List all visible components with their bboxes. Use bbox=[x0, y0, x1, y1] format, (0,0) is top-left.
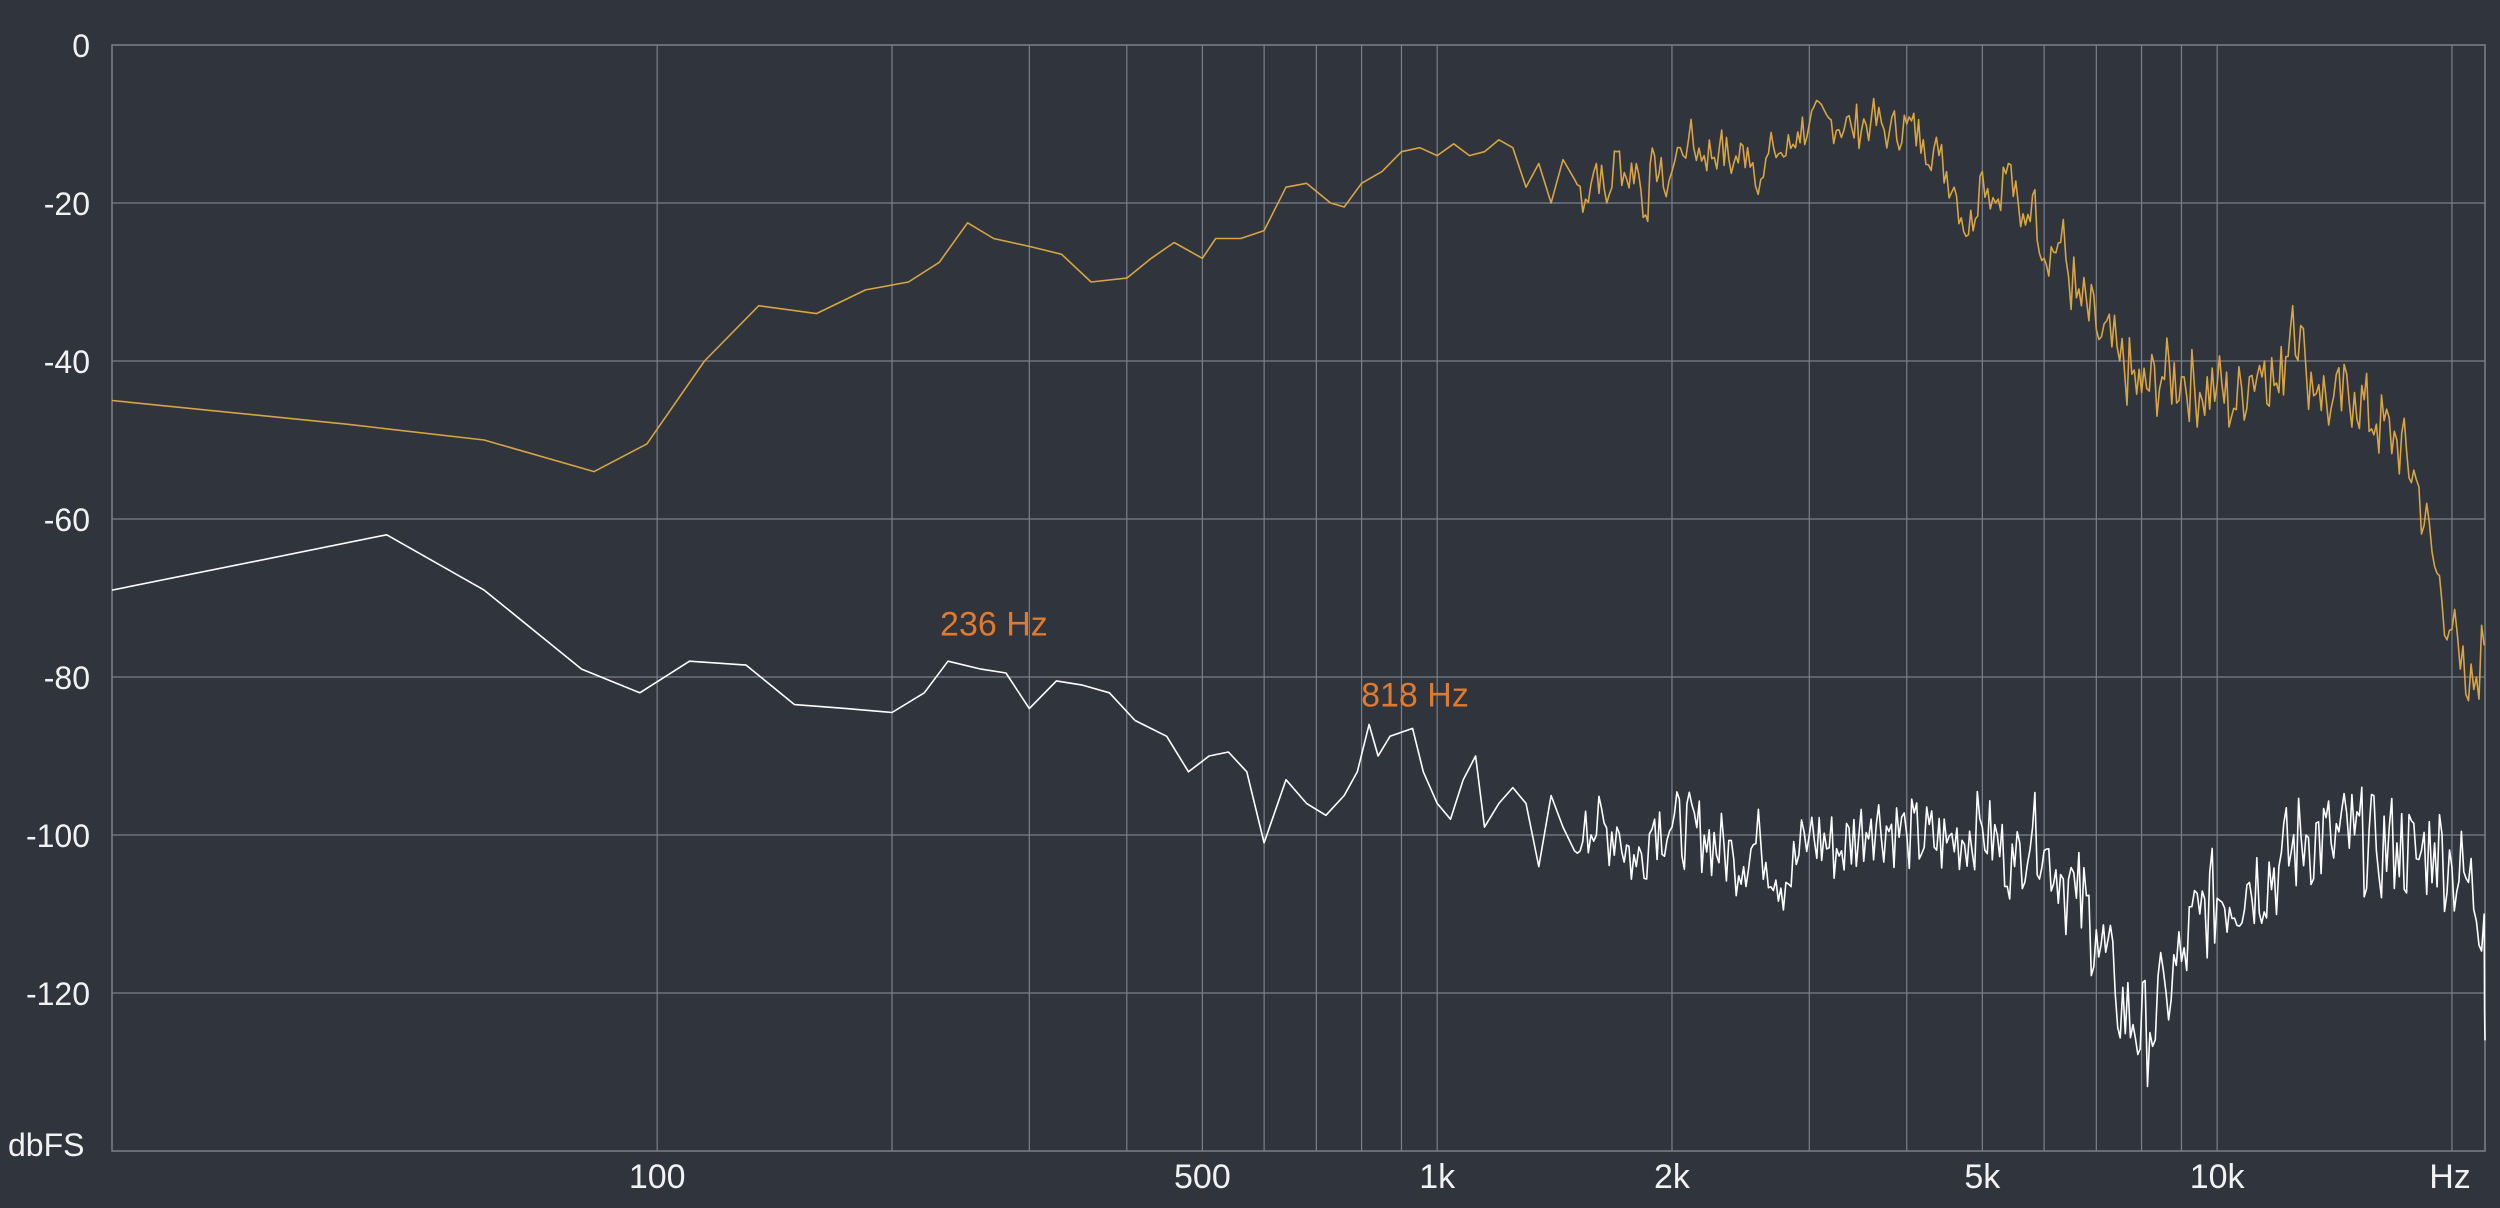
y-tick-label: -80 bbox=[44, 660, 90, 696]
x-tick-label: 100 bbox=[629, 1158, 686, 1196]
y-tick-label: 0 bbox=[72, 28, 90, 64]
peak-frequency-label: 818 Hz bbox=[1361, 676, 1469, 714]
series-line-white bbox=[111, 534, 2486, 1088]
x-tick-label: 500 bbox=[1174, 1158, 1231, 1196]
plot-area-border bbox=[111, 44, 2486, 1152]
series bbox=[111, 97, 2486, 1088]
y-tick-label: -120 bbox=[26, 976, 90, 1012]
y-tick-label: -60 bbox=[44, 502, 90, 538]
series-line-orange bbox=[111, 97, 2485, 702]
x-tick-label: 10k bbox=[2190, 1158, 2246, 1196]
y-axis-ticks: 0 -20 -40 -60 -80 -100 -120 bbox=[26, 28, 90, 1012]
y-tick-label: -100 bbox=[26, 818, 90, 854]
x-tick-label: 1k bbox=[1419, 1158, 1456, 1196]
x-axis-ticks: 100 500 1k 2k 5k 10k bbox=[629, 1158, 2246, 1196]
peak-frequency-label: 236 Hz bbox=[940, 605, 1048, 643]
annotations: 236 Hz 818 Hz bbox=[940, 605, 1469, 714]
x-tick-label: 5k bbox=[1964, 1158, 2001, 1196]
y-unit-label: dbFS bbox=[8, 1127, 84, 1163]
x-unit-label: Hz bbox=[2429, 1158, 2471, 1196]
x-tick-label: 2k bbox=[1654, 1158, 1691, 1196]
y-tick-label: -40 bbox=[44, 344, 90, 380]
grid bbox=[112, 45, 2485, 1151]
y-tick-label: -20 bbox=[44, 186, 90, 222]
